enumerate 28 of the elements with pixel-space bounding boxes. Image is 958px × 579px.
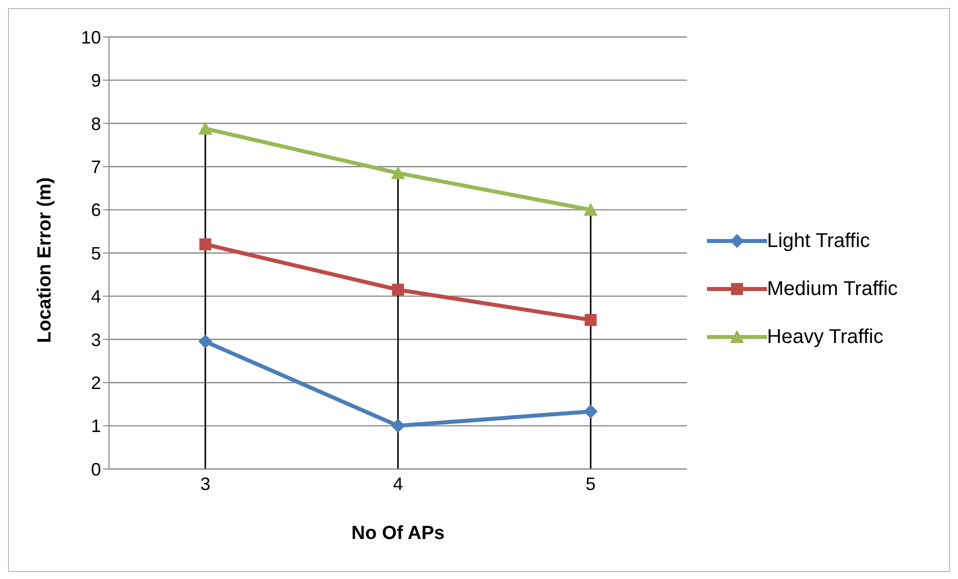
y-tick-label: 5 [90,243,101,264]
y-tick-label: 9 [90,70,101,91]
point [584,202,598,216]
y-tick-label: 1 [90,416,101,436]
point [391,418,405,433]
x-axis-title: No Of APs [351,523,445,544]
point [584,404,598,419]
point [391,166,405,180]
legend-label: Medium Traffic [767,278,898,300]
point [198,334,212,349]
x-tick-label: 5 [586,474,596,494]
y-tick-label: 3 [90,330,101,350]
y-tick-label: 7 [90,156,101,177]
y-tick-label: 0 [90,459,101,480]
y-tick-label: 6 [90,200,101,220]
y-tick-label: 4 [90,286,101,307]
legend-label: Light Traffic [767,230,870,252]
point [199,238,212,250]
point [198,122,212,135]
point [584,314,597,326]
legend-label: Heavy Traffic [767,326,884,348]
y-tick-label: 8 [90,114,101,134]
y-tick-label: 2 [90,372,101,393]
point [392,284,404,296]
y-axis-title: Location Error (m) [34,177,56,343]
x-tick-label: 4 [392,474,404,494]
x-tick-label: 3 [200,474,210,494]
y-tick-label: 10 [80,27,101,48]
